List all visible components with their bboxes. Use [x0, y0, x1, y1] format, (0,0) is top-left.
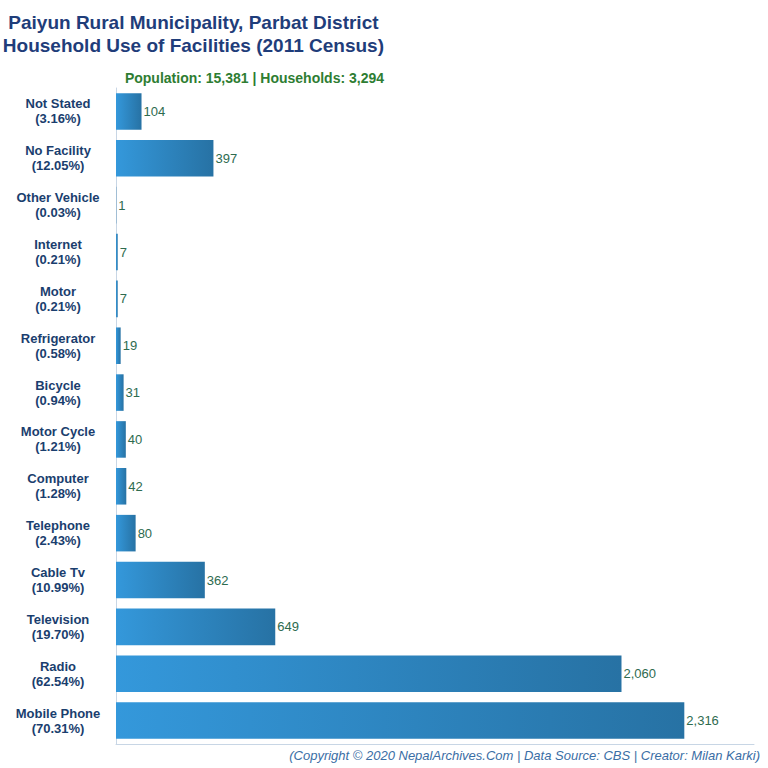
- svg-text:Other Vehicle: Other Vehicle: [16, 190, 99, 205]
- svg-text:7: 7: [120, 291, 127, 306]
- svg-text:Cable Tv: Cable Tv: [31, 565, 86, 580]
- svg-text:80: 80: [138, 526, 152, 541]
- svg-text:42: 42: [128, 479, 142, 494]
- svg-text:40: 40: [128, 432, 142, 447]
- svg-text:649: 649: [277, 619, 299, 634]
- svg-text:Internet: Internet: [34, 237, 82, 252]
- svg-text:(62.54%): (62.54%): [32, 674, 85, 689]
- svg-text:(2.43%): (2.43%): [35, 533, 81, 548]
- svg-text:(12.05%): (12.05%): [32, 158, 85, 173]
- svg-text:7: 7: [120, 245, 127, 260]
- svg-text:Computer: Computer: [27, 471, 88, 486]
- svg-text:(0.21%): (0.21%): [35, 252, 81, 267]
- svg-text:(0.03%): (0.03%): [35, 205, 81, 220]
- svg-text:Household Use of Facilities (2: Household Use of Facilities (2011 Census…: [3, 35, 384, 56]
- svg-text:(Copyright © 2020 NepalArchive: (Copyright © 2020 NepalArchives.Com | Da…: [289, 748, 760, 763]
- svg-text:Bicycle: Bicycle: [35, 378, 81, 393]
- svg-text:Motor: Motor: [40, 284, 76, 299]
- svg-text:397: 397: [215, 151, 237, 166]
- svg-text:No Facility: No Facility: [25, 143, 92, 158]
- svg-text:19: 19: [123, 338, 137, 353]
- svg-text:Telephone: Telephone: [26, 518, 90, 533]
- svg-text:2,060: 2,060: [623, 666, 656, 681]
- svg-text:(1.21%): (1.21%): [35, 439, 81, 454]
- svg-text:(1.28%): (1.28%): [35, 486, 81, 501]
- svg-text:(0.21%): (0.21%): [35, 299, 81, 314]
- svg-text:Population: 15,381 | Household: Population: 15,381 | Households: 3,294: [125, 70, 384, 86]
- svg-text:(0.94%): (0.94%): [35, 393, 81, 408]
- svg-text:(70.31%): (70.31%): [32, 721, 85, 736]
- svg-text:362: 362: [207, 573, 229, 588]
- svg-text:(0.58%): (0.58%): [35, 346, 81, 361]
- svg-text:Motor Cycle: Motor Cycle: [21, 424, 95, 439]
- svg-text:Not Stated: Not Stated: [26, 96, 91, 111]
- svg-text:Radio: Radio: [40, 659, 76, 674]
- svg-text:104: 104: [144, 104, 166, 119]
- svg-text:(10.99%): (10.99%): [32, 580, 85, 595]
- svg-text:(19.70%): (19.70%): [32, 627, 85, 642]
- svg-text:Mobile Phone: Mobile Phone: [16, 706, 101, 721]
- svg-text:(3.16%): (3.16%): [35, 111, 81, 126]
- svg-text:Paiyun Rural Municipality, Par: Paiyun Rural Municipality, Parbat Distri…: [8, 12, 379, 33]
- svg-text:31: 31: [126, 385, 140, 400]
- svg-text:Refrigerator: Refrigerator: [21, 331, 95, 346]
- svg-text:Television: Television: [27, 612, 90, 627]
- svg-text:1: 1: [118, 198, 125, 213]
- svg-text:2,316: 2,316: [686, 713, 719, 728]
